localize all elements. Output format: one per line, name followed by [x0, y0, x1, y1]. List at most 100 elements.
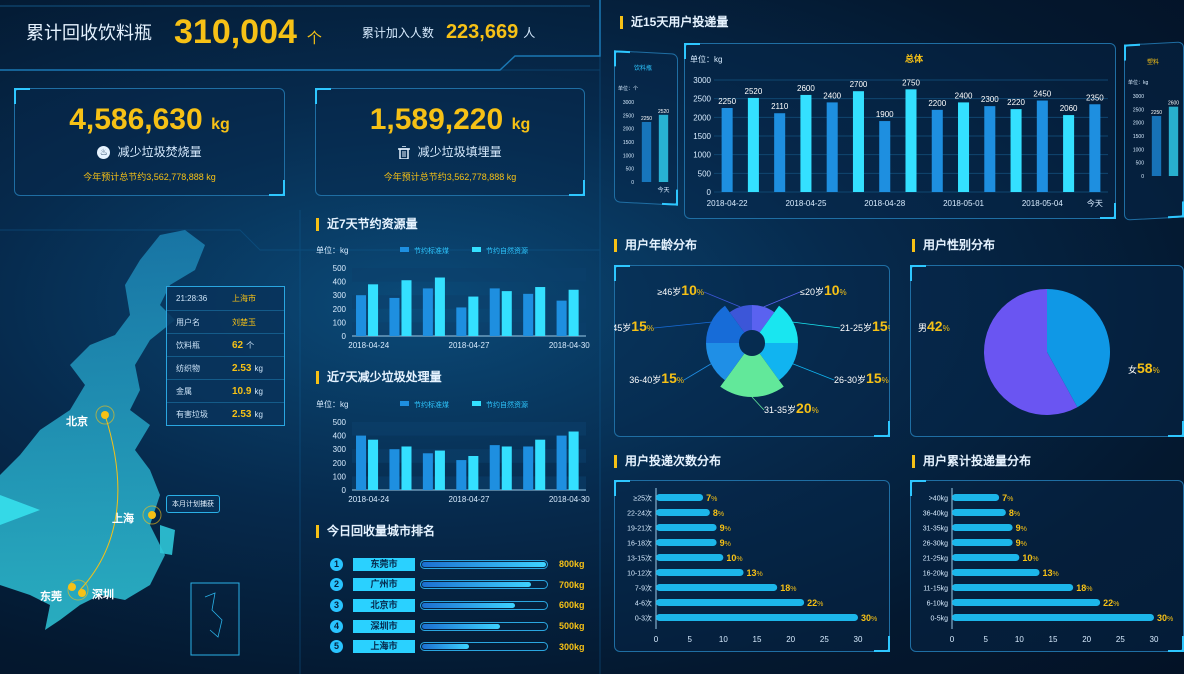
x-tick-label: 2018-04-22 — [707, 199, 748, 208]
x-tick-label: 2018-04-27 — [449, 341, 490, 350]
leader-line — [683, 363, 712, 381]
x-tick-label: 30 — [854, 635, 863, 644]
y-tick-label: 1000 — [623, 153, 634, 159]
bar — [535, 439, 546, 490]
slice-label: 41-45岁15% — [614, 318, 654, 334]
data-label: 22% — [1103, 598, 1119, 608]
map-time: 21:28:36 — [176, 294, 208, 303]
x-tick-label: 今天 — [1087, 198, 1103, 208]
y-tick-label: 10-12次 — [627, 569, 652, 578]
bar — [852, 91, 864, 192]
bar — [952, 539, 1013, 546]
rank-number: 1 — [330, 557, 343, 571]
age-chart: ≤20岁10% 21-25岁15% 26-30岁15% 31-35岁20% 36-40岁… — [614, 282, 890, 416]
rank-progress — [420, 642, 548, 652]
bar — [523, 293, 534, 336]
city-label-shanghai: 上海 — [112, 513, 134, 525]
bar — [747, 97, 759, 192]
bar — [905, 89, 917, 192]
ranking-title: 今日回收量城市排名 — [316, 525, 435, 538]
x-tick-label: 20 — [1082, 635, 1091, 644]
bar — [952, 494, 1000, 501]
y-tick-label: 1500 — [1133, 134, 1144, 140]
x-tick-label: 2018-04-30 — [549, 495, 590, 504]
bar — [456, 307, 467, 336]
bar — [1036, 100, 1048, 192]
bar — [389, 297, 400, 336]
incinerate-card: 4,586,630 kg ♨ 减少垃圾焚烧量 今年预计总节约3,562,778,… — [14, 88, 285, 196]
bar — [656, 584, 778, 591]
data-label: 2060 — [1060, 104, 1078, 113]
bar — [568, 289, 579, 336]
y-tick-label: 0 — [707, 188, 712, 197]
x-tick-label: 0 — [950, 635, 955, 644]
chart-title: 饮料瓶 — [634, 64, 652, 72]
y-tick-label: 1000 — [1133, 147, 1144, 153]
bar — [658, 114, 669, 182]
unit-label: 单位：kg — [316, 245, 348, 255]
bar — [523, 446, 534, 490]
map-info-row: 金属 10.9 kg — [167, 379, 284, 402]
y-tick-label: 3000 — [1133, 94, 1144, 100]
x-tick-label: 5 — [983, 635, 988, 644]
y-tick-label: >40kg — [929, 496, 948, 503]
bar — [879, 121, 891, 192]
bar — [952, 509, 1006, 516]
ranking-row: 2 广州市 700kg — [330, 578, 590, 592]
y-tick-label: 400 — [333, 278, 347, 287]
weight-chart: 0 5 10 15 20 25 30 >40kg 7% 36-40kg 8% 31-35kg 9% 26-… — [923, 488, 1173, 644]
y-tick-label: 3000 — [623, 100, 634, 106]
city-label-shenzhen: 深圳 — [92, 589, 114, 601]
bar — [641, 122, 652, 182]
y-tick-label: 11-15kg — [923, 586, 948, 593]
legend-swatch — [472, 247, 481, 252]
bar — [656, 569, 744, 576]
data-label: 2220 — [1007, 98, 1025, 107]
y-tick-label: 400 — [333, 432, 347, 441]
legend-swatch — [400, 401, 409, 406]
legend-swatch — [472, 401, 481, 406]
pie-slice — [706, 343, 745, 381]
bar — [952, 524, 1013, 531]
plot-band — [352, 422, 586, 436]
x-tick-label: 20 — [786, 635, 795, 644]
y-tick-label: 300 — [333, 291, 347, 300]
bar — [721, 108, 733, 192]
x-tick-label: 25 — [1116, 635, 1125, 644]
header-title: 累计回收饮料瓶 — [26, 23, 152, 43]
pie-slice — [759, 343, 798, 381]
bar — [535, 287, 546, 336]
leader-line — [653, 321, 712, 329]
rank-progress-fill — [422, 644, 469, 650]
y-tick-label: 500 — [333, 418, 347, 427]
bar — [568, 431, 579, 490]
bar — [656, 509, 710, 516]
bar — [952, 614, 1154, 621]
y-tick-label: 0 — [342, 486, 347, 495]
landfill-card: 1,589,220 kg 减少垃圾填埋量 今年预计总节约3,562,778,88… — [315, 88, 585, 196]
data-label: 2250 — [1151, 110, 1162, 116]
rank-city: 深圳市 — [353, 619, 415, 633]
ranking-row: 1 东莞市 800kg — [330, 557, 590, 571]
y-tick-label: 6-10kg — [927, 601, 949, 608]
users-label: 累计加入人数 — [361, 25, 434, 40]
pie-slice — [752, 305, 775, 333]
slice-label: 21-25岁15% — [840, 318, 890, 334]
y-tick-label: 7-9次 — [635, 584, 652, 593]
bar — [468, 296, 479, 336]
y-tick-label: 500 — [698, 169, 712, 178]
rank-value: 700kg — [559, 579, 585, 590]
y-tick-label: 2500 — [623, 113, 634, 119]
rank-city: 北京市 — [353, 598, 415, 612]
reduce7-title: 近7天减少垃圾处理量 — [316, 371, 442, 384]
landfill-value: 1,589,220 — [369, 103, 504, 136]
unit-label: 单位：kg — [316, 399, 348, 409]
y-tick-label: 19-21次 — [627, 524, 652, 533]
x-tick-label: 2018-04-28 — [864, 199, 905, 208]
bar — [389, 449, 400, 490]
data-label: 18% — [780, 583, 796, 593]
unit-label: 单位：个 — [618, 85, 638, 92]
rank-progress-fill — [422, 623, 500, 629]
data-label: 2750 — [902, 78, 920, 87]
leader-line — [792, 363, 835, 381]
